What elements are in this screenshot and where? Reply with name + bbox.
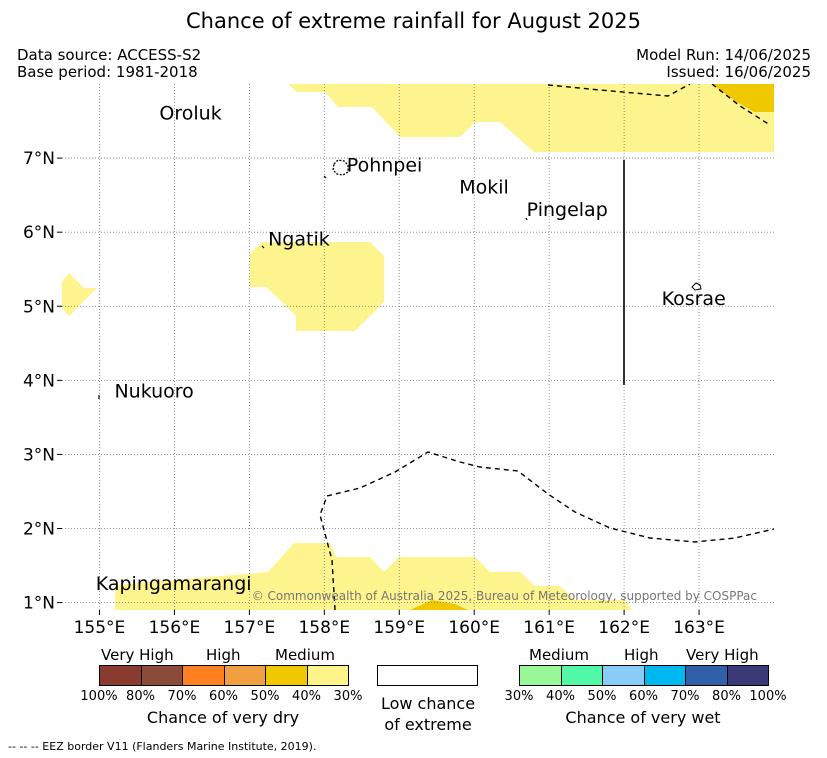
- lat-tick-label: 6°N: [23, 223, 55, 243]
- legend-swatch: [265, 665, 308, 686]
- medium-dry-region-ngatik: [250, 242, 384, 331]
- place-label: Mokil: [459, 177, 509, 199]
- lon-tick-label: 158°E: [298, 618, 350, 638]
- wet-legend-title: Chance of very wet: [565, 708, 721, 727]
- lat-tick-label: 4°N: [23, 371, 55, 391]
- high-dry-region-northeast: [712, 84, 774, 112]
- medium-dry-region-south: [115, 543, 632, 610]
- issued-text: Issued: 16/06/2025: [666, 63, 811, 81]
- lat-tick-label: 1°N: [23, 594, 55, 614]
- eez-border-north: [547, 84, 771, 126]
- lon-tick-label: 156°E: [149, 618, 201, 638]
- legend-percent-label: 70%: [167, 689, 197, 704]
- place-label: Kapingamarangi: [96, 573, 252, 595]
- place-label: Pingelap: [527, 199, 608, 221]
- dry-heading-high: High: [206, 646, 241, 664]
- legend-swatch: [140, 665, 183, 686]
- legend-swatch: [99, 665, 142, 686]
- low-chance-swatch: [377, 665, 478, 686]
- place-labels: Oroluk Pohnpei Mokil Pingelap Ngatik Kosrae Nu…: [96, 103, 726, 595]
- lon-tick-label: 159°E: [373, 618, 425, 638]
- legend-swatch: [602, 665, 645, 686]
- low-chance-line1: Low chance: [380, 694, 476, 713]
- data-source-text: Data source: ACCESS-S2: [17, 46, 202, 64]
- lat-tick-label: 5°N: [23, 297, 55, 317]
- legend-swatch: [182, 665, 225, 686]
- medium-dry-region-west: [62, 273, 97, 316]
- lon-tick-label: 161°E: [523, 618, 575, 638]
- legend-percent-label: 30%: [333, 689, 363, 704]
- legend-percent-label: 50%: [587, 689, 617, 704]
- dry-heading-very-high: Very High: [101, 646, 174, 664]
- small-atoll-mark: [261, 245, 265, 249]
- legend-percent-label: 80%: [712, 689, 741, 704]
- legend-percent-label: 100%: [749, 689, 787, 704]
- pohnpei-island-outline: [332, 159, 349, 176]
- graticule: [62, 84, 774, 610]
- legend-percent-label: 60%: [629, 689, 658, 704]
- legend-percent-label: 30%: [504, 689, 534, 704]
- low-chance-line2: of extreme: [384, 715, 472, 734]
- legend-swatch: [306, 665, 349, 686]
- dry-heading-medium: Medium: [275, 646, 335, 664]
- data-info: Data source: ACCESS-S2 Base period: 1981…: [17, 47, 201, 81]
- lon-tick-label: 163°E: [673, 618, 725, 638]
- lat-tick-label: 7°N: [23, 149, 55, 169]
- legend-percent-label: 50%: [250, 689, 280, 704]
- lat-tick-label: 2°N: [23, 520, 55, 540]
- place-label: Pohnpei: [347, 154, 423, 176]
- kosrae-island-outline: [691, 282, 702, 291]
- map-plot-area: Oroluk Pohnpei Mokil Pingelap Ngatik Kosrae Nu…: [62, 84, 774, 610]
- model-run-text: Model Run: 14/06/2025: [636, 46, 811, 64]
- place-label: Kosrae: [662, 288, 726, 310]
- small-atoll-mark: [323, 175, 327, 179]
- place-label: Nukuoro: [114, 380, 193, 402]
- map-axes: 155°E 156°E 157°E 158°E 159°E 160°E 161°E 162°E…: [23, 149, 725, 638]
- small-atoll-mark: [525, 217, 528, 221]
- legend-swatch: [685, 665, 728, 686]
- place-label: Oroluk: [159, 103, 221, 125]
- eez-border-south: [319, 451, 774, 610]
- legend-percent-label: 70%: [670, 689, 700, 704]
- wet-heading-high: High: [624, 646, 659, 664]
- map-title: Chance of extreme rainfall for August 20…: [186, 9, 641, 33]
- legend-percent-label: 40%: [292, 689, 321, 704]
- lon-tick-label: 157°E: [224, 618, 276, 638]
- base-period-text: Base period: 1981-2018: [17, 63, 198, 81]
- place-label: Ngatik: [268, 229, 330, 251]
- wet-heading-very-high: Very High: [686, 646, 759, 664]
- high-dry-region-south: [410, 600, 468, 610]
- lat-tick-label: 3°N: [23, 445, 55, 465]
- legend-swatch: [223, 665, 266, 686]
- dry-legend-title: Chance of very dry: [146, 708, 300, 727]
- legend-percent-label: 80%: [126, 689, 155, 704]
- low-chance-label: Low chance of extreme: [381, 693, 475, 735]
- legend-swatch: [519, 665, 562, 686]
- run-info: Model Run: 14/06/2025 Issued: 16/06/2025: [636, 47, 811, 81]
- eez-footnote: -- -- -- EEZ border V11 (Flanders Marine…: [8, 740, 317, 753]
- legend-percent-label: 40%: [546, 689, 575, 704]
- lon-tick-label: 162°E: [598, 618, 650, 638]
- medium-dry-region-north: [288, 84, 774, 152]
- legend-swatch: [726, 665, 769, 686]
- legend-percent-label: 100%: [80, 689, 118, 704]
- legend-percent-label: 60%: [209, 689, 238, 704]
- legend-swatch: [643, 665, 686, 686]
- legend-swatch: [560, 665, 603, 686]
- lon-tick-label: 160°E: [448, 618, 500, 638]
- copyright-text: © Commonwealth of Australia 2025, Bureau…: [252, 589, 757, 603]
- wet-heading-medium: Medium: [529, 646, 589, 664]
- lon-tick-label: 155°E: [74, 618, 126, 638]
